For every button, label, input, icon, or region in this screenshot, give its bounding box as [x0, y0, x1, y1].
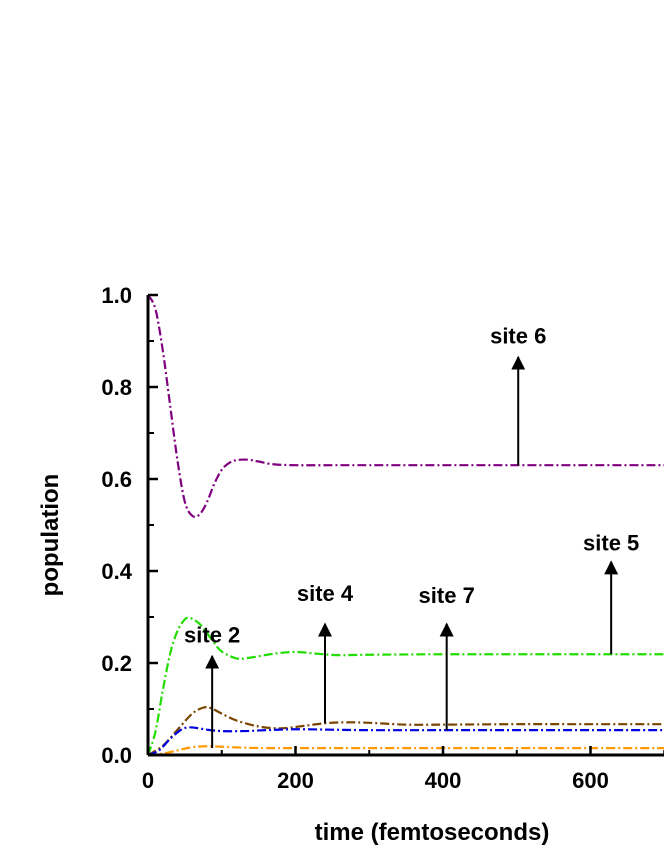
y-axis-title: population — [37, 474, 64, 597]
x-tick-label: 600 — [572, 768, 609, 793]
series-line-site5 — [148, 616, 664, 756]
annotation-label-site5: site 5 — [583, 530, 639, 555]
y-tick-label: 0.4 — [101, 559, 132, 584]
series-layer — [148, 294, 664, 757]
y-tick-label: 1.0 — [101, 283, 132, 308]
x-tick-label: 0 — [142, 768, 154, 793]
x-axis-title: time (femtoseconds) — [315, 819, 550, 846]
series-line-site6 — [148, 294, 664, 518]
series-line-site7 — [148, 726, 664, 757]
axes-layer: 0 200 400 600 0.0 0.2 0.4 0.6 0.8 1.0 — [101, 283, 664, 793]
y-tick-label: 0.6 — [101, 467, 132, 492]
x-tick-label: 200 — [277, 768, 314, 793]
series-line-site2 — [148, 745, 664, 757]
x-tick-label: 400 — [425, 768, 462, 793]
y-tick-label: 0.0 — [101, 743, 132, 768]
annotation-label-site4: site 4 — [297, 581, 354, 606]
series-line-site4 — [148, 705, 664, 756]
annotations-layer: site 6 site 5 site 4 site 7 site 2 — [184, 323, 639, 749]
annotation-label-site7: site 7 — [419, 583, 475, 608]
y-tick-label: 0.8 — [101, 375, 132, 400]
y-tick-label: 0.2 — [101, 651, 132, 676]
annotation-label-site2: site 2 — [184, 622, 240, 647]
annotation-label-site6: site 6 — [490, 323, 546, 348]
